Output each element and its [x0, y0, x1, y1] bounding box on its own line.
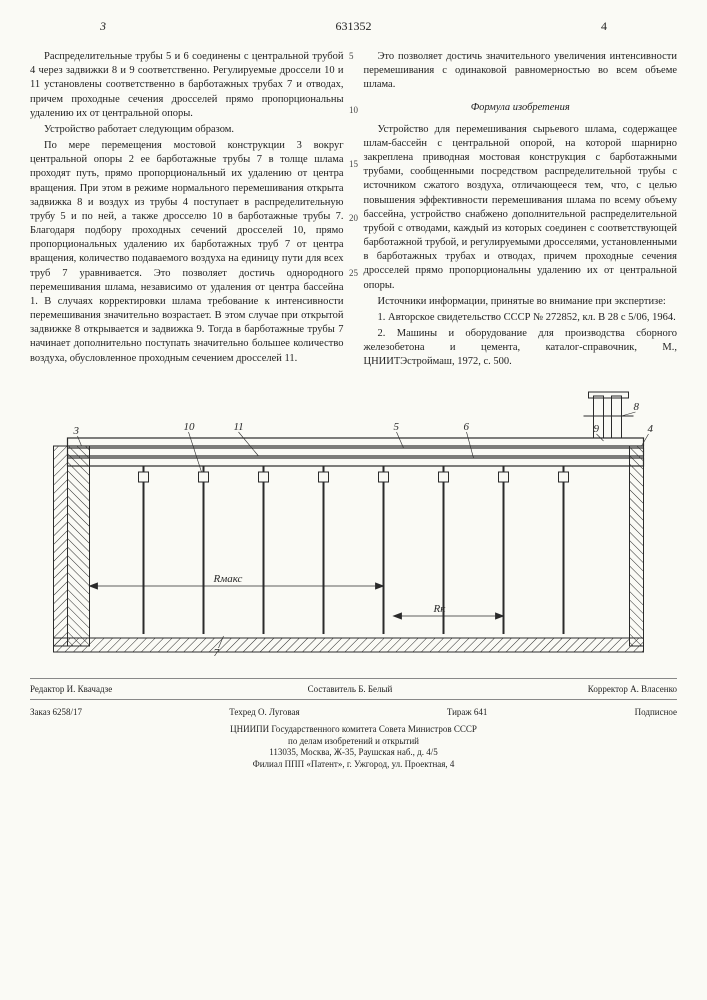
fig-label-3: 3 [73, 425, 80, 437]
figure-svg: 3 10 11 5 6 9 8 4 7 Rмакс Rк [30, 386, 677, 666]
paragraph: Распределительные трубы 5 и 6 соединены … [30, 50, 344, 121]
footer-corrector: Корректор А. Власенко [588, 683, 677, 695]
paragraph: Устройство для перемешивания сырьевого ш… [364, 123, 678, 293]
paragraph: По мере перемещения мостовой конструкции… [30, 139, 344, 366]
footer-meta: Заказ 6258/17 Техред О. Луговая Тираж 64… [30, 704, 677, 720]
footer-address: ЦНИИПИ Государственного комитета Совета … [30, 724, 677, 771]
footer-addr2: Филиал ППП «Патент», г. Ужгород, ул. Про… [30, 759, 677, 771]
paragraph: 1. Авторское свидетельство СССР № 272852… [364, 311, 678, 325]
fig-label-rk: Rк [433, 603, 447, 615]
fig-label-rmax: Rмакс [213, 573, 243, 585]
footer-org2: по делам изобретений и открытий [30, 736, 677, 748]
technical-figure: 3 10 11 5 6 9 8 4 7 Rмакс Rк [30, 386, 677, 666]
footer-compiler: Составитель Б. Белый [308, 683, 393, 695]
fig-label-5: 5 [394, 421, 400, 433]
fig-label-9: 9 [594, 423, 600, 435]
fig-label-7: 7 [214, 647, 220, 659]
page-num-left: 3 [100, 18, 106, 34]
paragraph: Устройство работает следующим образом. [30, 123, 344, 137]
fig-label-11: 11 [234, 421, 244, 433]
footer-techred: Техред О. Луговая [229, 706, 299, 718]
fig-label-6: 6 [464, 421, 470, 433]
page: 3 631352 4 5 10 15 20 25 Распределительн… [0, 0, 707, 1000]
line-number-gutter: 5 10 15 20 25 [349, 50, 358, 279]
paragraph: Источники информации, принятые во вниман… [364, 295, 678, 309]
claim-title: Формула изобретения [364, 101, 678, 115]
footer-order: Заказ 6258/17 [30, 706, 82, 718]
line-num: 15 [349, 158, 358, 170]
footer-subscription: Подписное [635, 706, 677, 718]
fig-label-10: 10 [184, 421, 196, 433]
footer-tirazh: Тираж 641 [447, 706, 488, 718]
fig-label-8: 8 [634, 401, 640, 413]
page-num-right: 4 [601, 18, 607, 34]
right-column: Это позволяет достичь значительного увел… [364, 50, 678, 372]
footer-addr1: 113035, Москва, Ж-35, Раушская наб., д. … [30, 747, 677, 759]
document-number: 631352 [336, 18, 372, 34]
footer-org1: ЦНИИПИ Государственного комитета Совета … [30, 724, 677, 736]
paragraph: Это позволяет достичь значительного увел… [364, 50, 678, 93]
paragraph: 2. Машины и оборудование для производств… [364, 327, 678, 370]
line-num: 25 [349, 267, 358, 279]
footer-credits: Редактор И. Квачадзе Составитель Б. Белы… [30, 678, 677, 700]
footer: Редактор И. Квачадзе Составитель Б. Белы… [30, 678, 677, 771]
footer-editor: Редактор И. Квачадзе [30, 683, 112, 695]
fig-label-4: 4 [648, 423, 654, 435]
line-num: 10 [349, 104, 358, 116]
line-num: 20 [349, 212, 358, 224]
left-column: Распределительные трубы 5 и 6 соединены … [30, 50, 344, 372]
line-num: 5 [349, 50, 358, 62]
